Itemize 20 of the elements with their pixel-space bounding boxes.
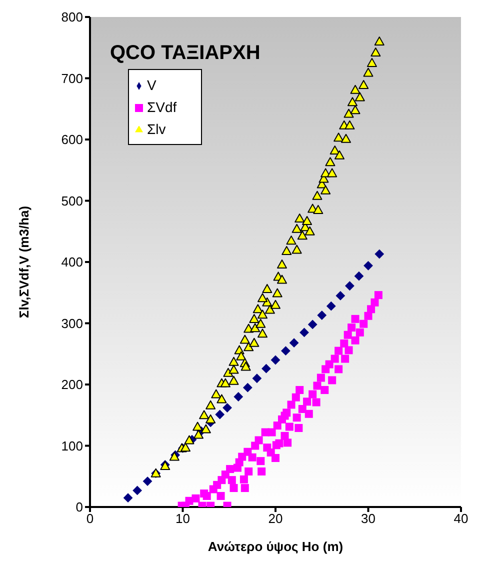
- x-tick-label: 30: [361, 511, 376, 526]
- y-tick-label: 400: [61, 254, 83, 270]
- legend-label: Σlv: [147, 121, 166, 137]
- legend-label: ΣVdf: [147, 99, 177, 115]
- y-tick-label: 500: [61, 193, 83, 208]
- y-tick-label: 0: [76, 500, 83, 515]
- x-tick-label: 40: [454, 511, 468, 526]
- text: QCO ΤΑΞΙΑΡΧΗ: [110, 42, 260, 65]
- y-tick-label: 300: [61, 316, 83, 331]
- y-tick-label: 800: [61, 10, 83, 25]
- y-tick-label: 700: [61, 70, 83, 86]
- x-tick-label: 0: [86, 511, 94, 526]
- y-axis-title: Σlv,ΣVdf,V (m3/ha): [16, 206, 32, 318]
- y-tick-label: 200: [61, 377, 83, 392]
- x-tick-label: 20: [268, 511, 283, 526]
- y-tick-label: 600: [61, 132, 83, 148]
- y-tick-label: 100: [61, 438, 83, 454]
- legend-label: V: [147, 77, 156, 93]
- x-tick-label: 10: [176, 511, 190, 526]
- x-axis-title: Ανώτερο ύψος Ho (m): [208, 539, 344, 554]
